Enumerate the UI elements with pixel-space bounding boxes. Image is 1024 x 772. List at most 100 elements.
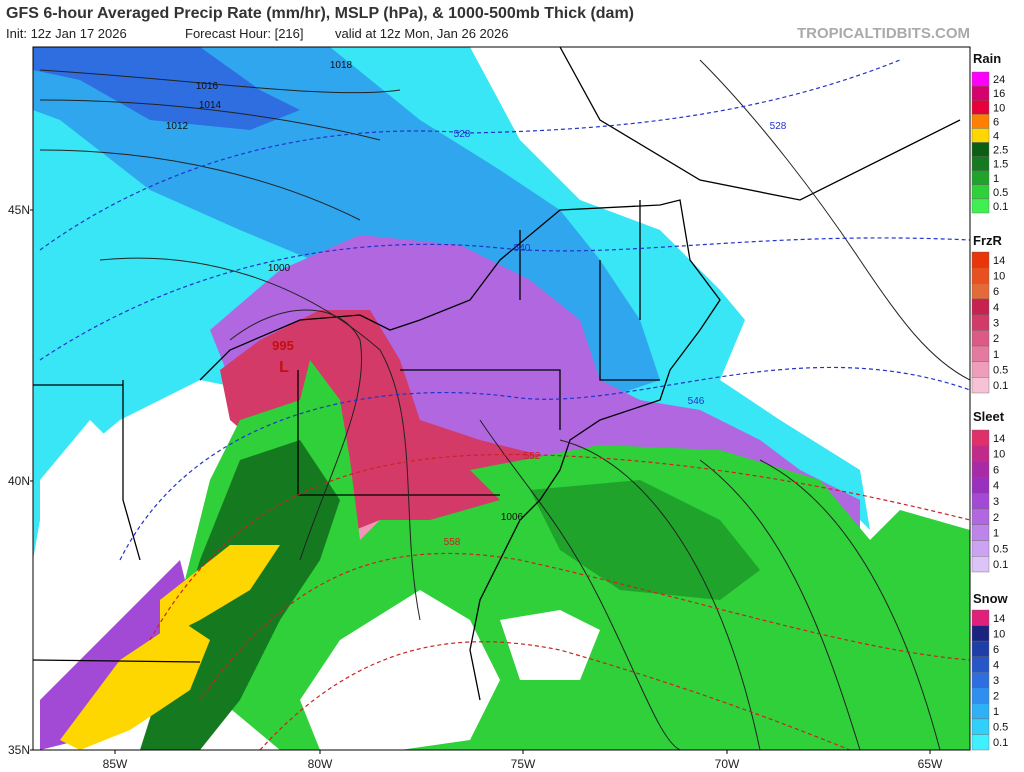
legend-label: 0.5 xyxy=(993,722,1008,734)
legend-swatch xyxy=(971,687,990,704)
map xyxy=(33,47,970,750)
init: Init: 12z Jan 17 2026 xyxy=(6,26,127,41)
thickness-lines xyxy=(39,59,970,750)
title: GFS 6-hour Averaged Precip Rate (mm/hr),… xyxy=(6,5,634,22)
legend-label: 4 xyxy=(993,302,999,314)
legend-swatch xyxy=(971,198,990,214)
lat-label: 35N xyxy=(8,743,30,757)
legend-label: 14 xyxy=(993,255,1005,267)
legend-label: 1.5 xyxy=(993,159,1008,171)
lon-label: 85W xyxy=(103,757,128,771)
legend-swatch xyxy=(971,540,990,557)
legend-swatch xyxy=(971,345,990,362)
legend-swatch xyxy=(971,609,990,626)
legend-swatch xyxy=(971,703,990,720)
legend-swatch xyxy=(971,377,990,394)
watermark: TROPICALTIDBITS.COM xyxy=(797,25,970,42)
legend-swatch xyxy=(971,267,990,284)
legend-label: 1 xyxy=(993,706,999,718)
isobar-label: 1000 xyxy=(268,263,291,274)
lat-label: 40N xyxy=(8,474,30,488)
legend-title: FrzR xyxy=(973,233,1003,248)
isobar-label: 1014 xyxy=(199,100,222,111)
legend-swatch xyxy=(971,71,990,87)
legend-swatch xyxy=(971,251,990,268)
legend-label: 24 xyxy=(993,74,1005,86)
sleet-south xyxy=(40,560,190,750)
legend-label: 0.5 xyxy=(993,187,1008,199)
isobars xyxy=(39,59,970,750)
legend-swatch xyxy=(971,445,990,462)
legend-swatch xyxy=(971,170,990,185)
low-symbol: L xyxy=(279,359,289,376)
lon-label: 80W xyxy=(308,757,333,771)
legend-label: 4 xyxy=(993,659,999,671)
thickness-label: 528 xyxy=(770,121,787,132)
legend-label: 3 xyxy=(993,496,999,508)
legend-title: Rain xyxy=(973,51,1001,66)
legend-label: 4 xyxy=(993,130,999,142)
legend-swatch xyxy=(971,508,990,525)
lon-label: 70W xyxy=(715,757,740,771)
legend-title: Sleet xyxy=(973,409,1005,424)
thickness-label: 546 xyxy=(688,396,705,407)
legend-swatch xyxy=(971,283,990,300)
legend-label: 0.1 xyxy=(993,380,1008,392)
legend-label: 0.1 xyxy=(993,559,1008,571)
isobar-label: 1016 xyxy=(196,81,219,92)
legend-label: 10 xyxy=(993,628,1005,640)
legend-label: 4 xyxy=(993,480,999,492)
rain-moderate xyxy=(530,480,760,600)
forecast-hour: Forecast Hour: [216] xyxy=(185,26,304,41)
isobar-label: 1018 xyxy=(330,60,353,71)
legend-label: 0.5 xyxy=(993,365,1008,377)
legend-label: 16 xyxy=(993,88,1005,100)
lon-label: 65W xyxy=(918,757,943,771)
legend-swatch xyxy=(971,298,990,315)
legend-label: 3 xyxy=(993,318,999,330)
legend-label: 6 xyxy=(993,116,999,128)
legend-swatch xyxy=(971,718,990,735)
legend-swatch xyxy=(971,114,990,129)
borders xyxy=(33,47,961,701)
legend-label: 10 xyxy=(993,102,1005,114)
legend-swatch xyxy=(971,477,990,494)
legend-swatch xyxy=(971,184,990,200)
legend-label: 2 xyxy=(993,333,999,345)
legend-swatch xyxy=(971,314,990,331)
legend-swatch xyxy=(971,156,990,171)
legend-label: 10 xyxy=(993,449,1005,461)
thickness-label: 558 xyxy=(444,537,461,548)
isobar-label: 1012 xyxy=(166,121,189,132)
rain-yellow-south xyxy=(60,620,210,750)
thickness-label: 528 xyxy=(454,129,471,140)
map-labels: 45N 40N 35N 85W 80W 75W 70W 65W 995 L 1018 1016 1014… xyxy=(8,60,943,771)
legend-label: 14 xyxy=(993,433,1005,445)
legend-label: 2 xyxy=(993,691,999,703)
legend-swatch xyxy=(971,330,990,347)
legend-label: 0.5 xyxy=(993,543,1008,555)
thickness-label: 552 xyxy=(524,451,541,462)
legend-label: 6 xyxy=(993,286,999,298)
low-pressure: 995 xyxy=(272,338,294,353)
legend-label: 2.5 xyxy=(993,145,1008,157)
legend-label: 6 xyxy=(993,464,999,476)
legend-label: 0.1 xyxy=(993,201,1008,213)
legend-swatch xyxy=(971,429,990,446)
lat-label: 45N xyxy=(8,203,30,217)
legend-label: 2 xyxy=(993,512,999,524)
legend-swatch xyxy=(971,640,990,657)
legend-swatch xyxy=(971,142,990,157)
legend-label: 1 xyxy=(993,349,999,361)
legend-swatch xyxy=(971,625,990,642)
legend-label: 1 xyxy=(993,173,999,185)
dry-area xyxy=(300,590,500,750)
legend-label: 14 xyxy=(993,613,1005,625)
legend-swatch xyxy=(971,656,990,673)
legend-swatch xyxy=(971,492,990,510)
legend-label: 10 xyxy=(993,271,1005,283)
legend-label: 0.1 xyxy=(993,737,1008,749)
legend-swatch xyxy=(971,672,990,688)
snow-heavy xyxy=(33,47,300,130)
